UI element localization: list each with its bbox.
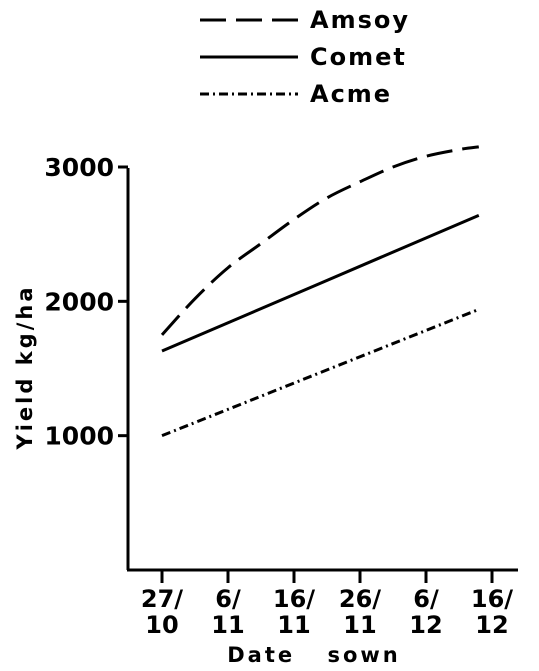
legend-label: Amsoy: [310, 6, 410, 34]
x-tick-label-day: 6/: [215, 585, 241, 613]
series-lines: [160, 145, 480, 438]
series-line-amsoy: [160, 145, 480, 336]
x-tick-label-month: 11: [277, 611, 310, 639]
legend-label: Acme: [310, 80, 392, 108]
x-tick-label-month: 10: [145, 611, 178, 639]
series-line-comet: [161, 213, 480, 353]
legend: Amsoy Comet Acme: [200, 6, 410, 108]
y-ticks: 1000 2000 3000: [44, 153, 128, 451]
axes: [126, 168, 518, 572]
x-tick-label-day: 26/: [339, 585, 381, 613]
x-tick-label-day: 6/: [413, 585, 439, 613]
x-tick-label-day: 16/: [471, 585, 513, 613]
x-tick-label-month: 11: [343, 611, 376, 639]
y-axis-title: Yield kg/ha: [13, 285, 37, 451]
x-tick-label-day: 16/: [273, 585, 315, 613]
y-tick-label: 3000: [44, 153, 114, 182]
series-line-acme: [161, 307, 480, 438]
y-tick-label: 2000: [44, 287, 114, 316]
x-tick-label-month: 11: [211, 611, 244, 639]
x-tick-label-day: 27/: [141, 585, 183, 613]
legend-label: Comet: [310, 43, 407, 71]
x-tick-label-month: 12: [475, 611, 508, 639]
x-axis-title: Date sown: [227, 643, 400, 667]
x-tick-label-month: 12: [409, 611, 442, 639]
y-tick-label: 1000: [44, 422, 114, 451]
